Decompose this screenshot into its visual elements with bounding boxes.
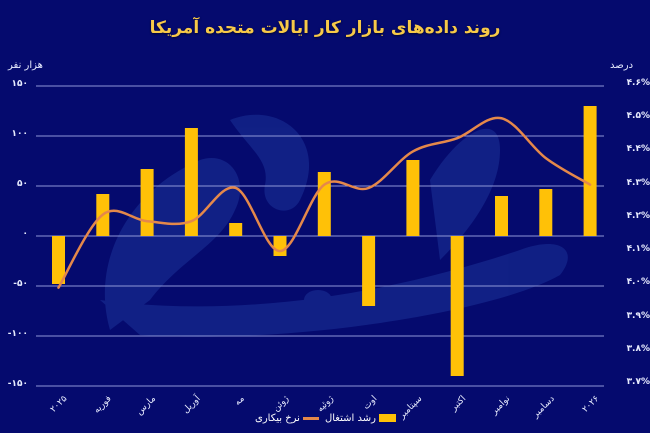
unemployment-line bbox=[57, 116, 592, 289]
right-axis-title: درصد bbox=[610, 60, 634, 71]
left-axis-tick: -۱۰۰ bbox=[7, 329, 28, 339]
employment-bar bbox=[229, 223, 243, 236]
left-axis-tick: -۵۰ bbox=[13, 279, 28, 289]
right-axis-tick: ۳.۹% bbox=[626, 310, 650, 321]
right-axis-tick: ۴.۶% bbox=[626, 78, 650, 88]
watermark-logo bbox=[100, 114, 568, 337]
employment-bar bbox=[362, 236, 376, 306]
left-axis-tick: ۵۰ bbox=[17, 179, 28, 189]
right-axis-tick: ۴.۰% bbox=[626, 277, 650, 288]
employment-bars bbox=[52, 106, 597, 376]
employment-bar bbox=[184, 128, 198, 236]
right-axis-tick: ۴.۳% bbox=[626, 177, 650, 188]
employment-bar bbox=[140, 169, 154, 236]
right-axis-tick: ۳.۷% bbox=[626, 377, 650, 387]
left-axis-tick: ۱۰۰ bbox=[11, 129, 28, 139]
right-axis-tick: ۳.۸% bbox=[626, 343, 650, 354]
legend-line-swatch bbox=[302, 416, 319, 420]
legend-bar-swatch bbox=[378, 414, 396, 422]
employment-bar bbox=[539, 189, 553, 236]
legend: رشد اشتغال نرخ بیکاری bbox=[255, 410, 396, 426]
right-axis-tick: ۴.۱% bbox=[626, 244, 650, 255]
gridlines bbox=[36, 85, 604, 387]
chart-title: روند داده‌های بازار کار ایالات متحده آمر… bbox=[149, 18, 501, 38]
legend-line-label: نرخ بیکاری bbox=[255, 412, 300, 424]
legend-item-unemployment: نرخ بیکاری bbox=[255, 413, 319, 424]
legend-item-employment: رشد اشتغال bbox=[325, 413, 396, 424]
right-axis-tick: ۴.۲% bbox=[626, 210, 650, 221]
employment-bar bbox=[495, 196, 508, 236]
employment-bar bbox=[273, 236, 287, 256]
employment-bar bbox=[450, 236, 464, 376]
left-axis-title: هزار نفر bbox=[8, 60, 43, 71]
employment-bar bbox=[52, 236, 65, 284]
employment-bar bbox=[583, 106, 597, 236]
left-axis-tick: ۱۵۰ bbox=[11, 79, 28, 89]
employment-bar bbox=[406, 160, 420, 236]
legend-bar-label: رشد اشتغال bbox=[324, 412, 376, 424]
left-axis-tick: ۰ bbox=[22, 229, 29, 239]
left-axis-tick: -۱۵۰ bbox=[7, 379, 28, 389]
right-axis-tick: ۴.۵% bbox=[626, 111, 650, 122]
right-axis-tick: ۴.۴% bbox=[626, 144, 650, 155]
